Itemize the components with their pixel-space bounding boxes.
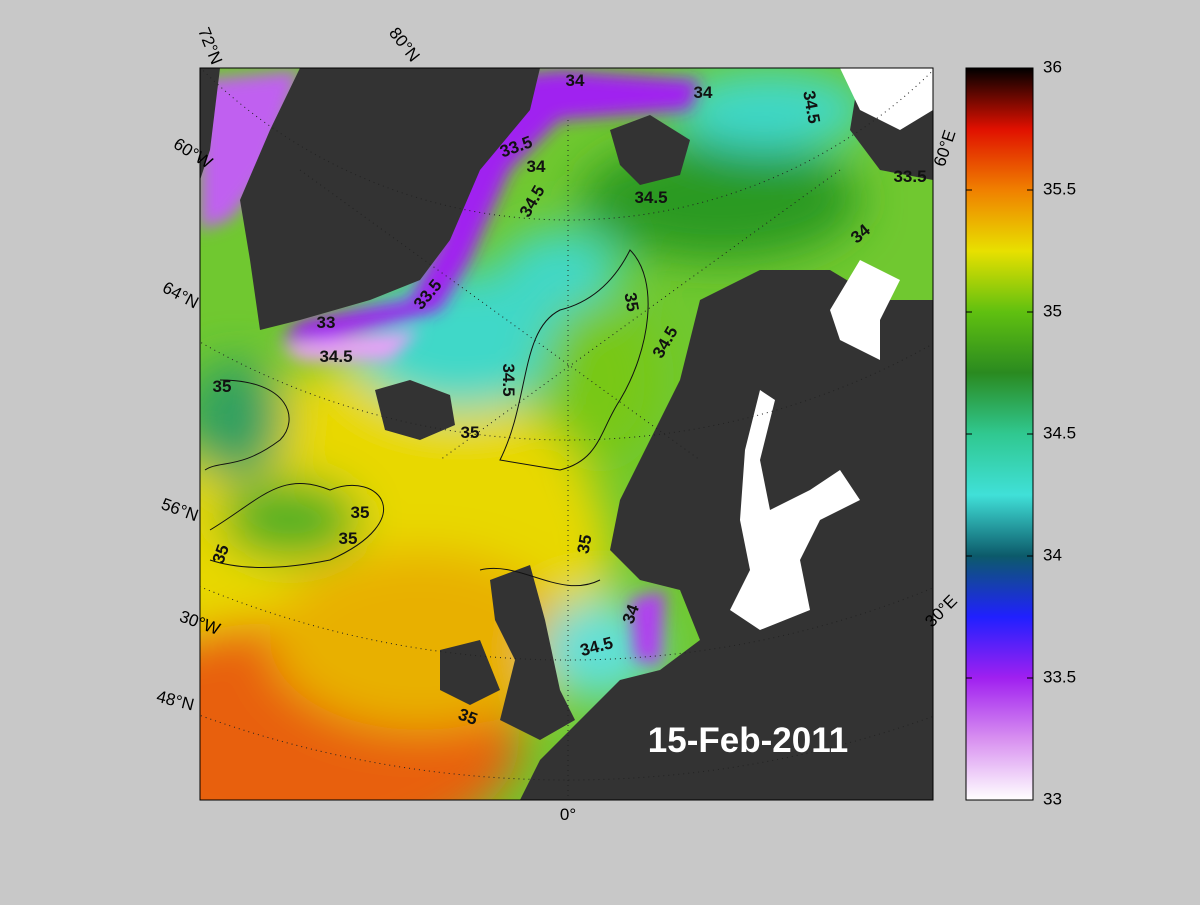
contour-label: 34 — [694, 83, 713, 102]
canada — [200, 68, 220, 180]
contour-label: 34.5 — [634, 188, 667, 207]
graticule — [200, 68, 933, 800]
colorbar-tick-label: 36 — [1043, 57, 1062, 76]
colorbar-tick-label: 34.5 — [1043, 423, 1076, 442]
graticule-label: 48°N — [155, 687, 196, 715]
colorbar-tick-label: 35.5 — [1043, 179, 1076, 198]
contour-label: 34 — [566, 71, 585, 90]
svalbard — [610, 115, 690, 185]
contour-label: 34.5 — [499, 363, 518, 396]
graticule-label: 0° — [560, 805, 576, 824]
contour-label: 33 — [317, 313, 336, 332]
ice-and-lakes — [730, 68, 933, 630]
graticule-label: 60°E — [930, 128, 960, 169]
graticule-label: 64°N — [159, 278, 201, 313]
graticule-label: 80°N — [385, 24, 423, 66]
colorbar-tick-label: 33.5 — [1043, 667, 1076, 686]
iceland — [375, 380, 455, 440]
fresh-water-bands — [200, 70, 700, 665]
land — [200, 68, 933, 800]
scandinavia-europe — [520, 270, 933, 800]
great-britain — [490, 565, 575, 740]
contour-label: 35 — [461, 423, 480, 442]
contour-label: 35 — [574, 533, 596, 555]
graticule-label: 56°N — [159, 494, 201, 525]
contour-label: 35 — [213, 377, 232, 396]
contours — [204, 249, 649, 587]
colorbar-tick-label: 35 — [1043, 301, 1062, 320]
salinity-field — [200, 70, 870, 800]
colorbar-tick-label: 34 — [1043, 545, 1062, 564]
map-frame — [199, 67, 934, 801]
contour-label: 35 — [620, 291, 642, 313]
date-label: 15-Feb-2011 — [648, 721, 848, 760]
contour-label: 35 — [339, 529, 358, 548]
contour-label: 35 — [351, 503, 370, 522]
contour-label: 34 — [527, 157, 546, 176]
graticule-label: 72°N — [194, 25, 226, 67]
colorbar-tick-label: 33 — [1043, 789, 1062, 808]
greenland — [240, 68, 540, 330]
contour-label: 34.5 — [319, 347, 352, 366]
contour-label: 33.5 — [893, 167, 926, 186]
colorbar-gradient — [965, 67, 1034, 801]
colorbar: 33 33.5 34 34.5 35 35.5 36 — [965, 57, 1076, 808]
